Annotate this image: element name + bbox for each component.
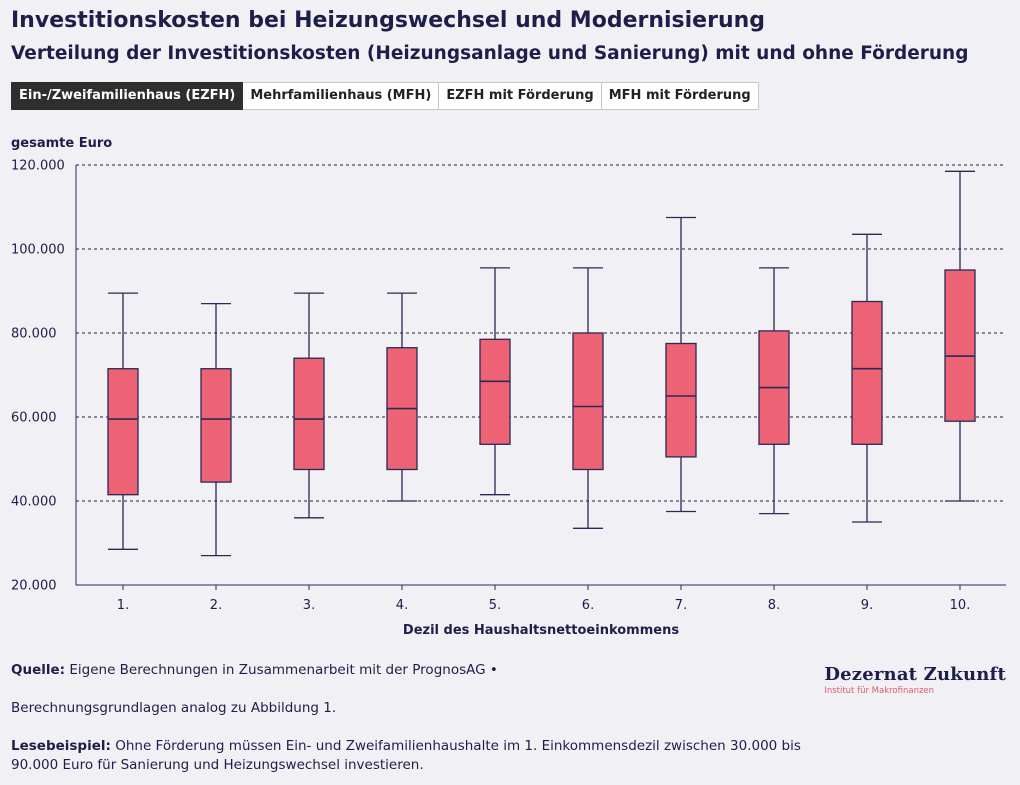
box-iqr bbox=[293, 357, 325, 471]
x-tick-label: 2. bbox=[210, 598, 222, 613]
x-tick-label: 4. bbox=[396, 598, 408, 613]
tab-mfh-foerderung[interactable]: MFH mit Förderung bbox=[601, 82, 759, 110]
source-label: Quelle: bbox=[11, 662, 66, 678]
y-tick-label: 120.000 bbox=[11, 159, 65, 174]
x-tick-label: 8. bbox=[768, 598, 780, 613]
y-axis-label: gesamte Euro bbox=[11, 136, 113, 151]
example-text: Ohne Förderung müssen Ein- und Zweifamil… bbox=[11, 738, 801, 773]
gridlines bbox=[76, 164, 1006, 502]
example-note: Lesebeispiel: Ohne Förderung müssen Ein-… bbox=[11, 737, 831, 775]
chart-subtitle: Verteilung der Investitionskosten (Heizu… bbox=[11, 43, 969, 64]
box-5 bbox=[479, 267, 511, 496]
x-tick-label: 3. bbox=[303, 598, 315, 613]
box-9 bbox=[851, 233, 883, 523]
x-tick-label: 1. bbox=[117, 598, 129, 613]
x-tick-label: 9. bbox=[861, 598, 873, 613]
logo-tagline: Institut für Makrofinanzen bbox=[824, 686, 935, 696]
box-2 bbox=[200, 302, 232, 557]
y-tick-label: 60.000 bbox=[11, 411, 57, 426]
tab-mfh[interactable]: Mehrfamilienhaus (MFH) bbox=[243, 82, 440, 110]
box-iqr bbox=[851, 300, 883, 445]
example-label: Lesebeispiel: bbox=[11, 738, 111, 754]
box-plot-chart: 20.000 40.000 60.000 80.000 100.000 120.000 1.… bbox=[11, 159, 1006, 638]
box-iqr bbox=[107, 368, 139, 496]
box-4 bbox=[386, 292, 418, 502]
chart-title: Investitionskosten bei Heizungswechsel u… bbox=[11, 8, 766, 33]
y-tick-label: 20.000 bbox=[11, 579, 57, 594]
tab-bar: Ein-/Zweifamilienhaus (EZFH) Mehrfamilie… bbox=[11, 82, 759, 110]
y-tick-label: 40.000 bbox=[11, 495, 57, 510]
box-1 bbox=[107, 292, 139, 550]
x-tick-label: 6. bbox=[582, 598, 594, 613]
tab-ezfh-foerderung[interactable]: EZFH mit Förderung bbox=[439, 82, 602, 110]
source-note: Quelle: Eigene Berechnungen in Zusammena… bbox=[11, 661, 498, 680]
box-7 bbox=[665, 216, 697, 513]
source-text: Eigene Berechnungen in Zusammenarbeit mi… bbox=[69, 662, 498, 678]
x-tick-label: 10. bbox=[950, 598, 971, 613]
box-iqr bbox=[200, 368, 232, 483]
y-tick-label: 100.000 bbox=[11, 243, 65, 258]
axes: 20.000 40.000 60.000 80.000 100.000 120.000 1.… bbox=[11, 159, 1006, 613]
box-iqr bbox=[665, 342, 697, 458]
box-3 bbox=[293, 292, 325, 519]
box-6 bbox=[572, 267, 604, 529]
y-tick-label: 80.000 bbox=[11, 327, 57, 342]
logo-name: Dezernat Zukunft bbox=[824, 664, 1006, 685]
dezernat-zukunft-logo[interactable]: Dezernat Zukunft Institut für Makrofinan… bbox=[824, 664, 1006, 696]
box-iqr bbox=[944, 269, 976, 422]
x-axis-label: Dezil des Haushaltsnettoeinkommens bbox=[403, 623, 679, 638]
x-tick-label: 7. bbox=[675, 598, 687, 613]
box-iqr bbox=[479, 338, 511, 445]
box-8 bbox=[758, 267, 790, 515]
x-tick-label: 5. bbox=[489, 598, 501, 613]
boxes bbox=[107, 170, 976, 557]
box-10 bbox=[944, 170, 976, 502]
box-iqr bbox=[572, 332, 604, 471]
tab-ezfh[interactable]: Ein-/Zweifamilienhaus (EZFH) bbox=[11, 82, 244, 110]
basis-note: Berechnungsgrundlagen analog zu Abbildun… bbox=[11, 700, 337, 716]
